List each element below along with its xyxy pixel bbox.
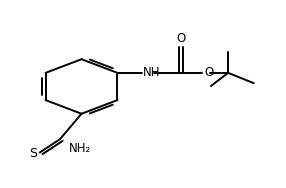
Text: O: O — [176, 32, 186, 45]
Text: NH₂: NH₂ — [69, 142, 91, 155]
Text: O: O — [204, 66, 213, 79]
Text: NH: NH — [143, 66, 161, 79]
Text: S: S — [29, 147, 37, 160]
